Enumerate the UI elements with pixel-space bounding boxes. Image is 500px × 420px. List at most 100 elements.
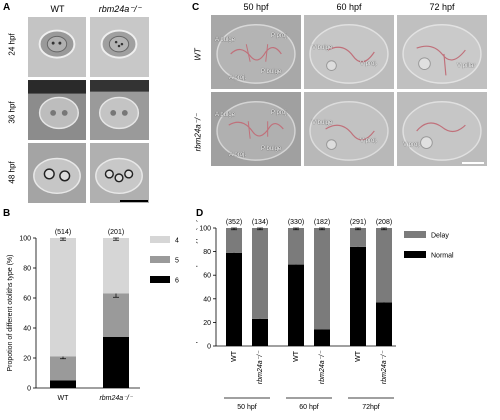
- panel-c-row-wt: WT: [193, 48, 203, 61]
- bar-delay-0: [226, 228, 242, 253]
- y-tick-label-0: 0: [207, 344, 211, 351]
- x-tick-label-0: WT: [58, 395, 70, 402]
- chart-b: 0 20 40 60 80 100 Propotion of different otoli…: [7, 229, 179, 402]
- panel-a-col-wt: WT: [50, 4, 65, 14]
- panel-c-letter: C: [192, 2, 200, 13]
- legend-swatch-0: [404, 231, 426, 238]
- annot-c-mut60-v-proj: V proj.: [360, 138, 378, 144]
- legend-swatch-0: [150, 236, 170, 243]
- annot-c-mut50-p-bulge: P bulge: [261, 146, 282, 152]
- micrograph-c-mut-60: V bulge V proj.: [303, 91, 395, 167]
- y-tick-label-2: 40: [203, 296, 211, 303]
- bar-normal-3: [314, 329, 330, 346]
- micrograph-a-wt-24: [27, 16, 87, 78]
- annot-c-mut60-v-bulge: V bulge: [312, 120, 333, 126]
- panel-d-letter: D: [196, 208, 204, 219]
- legend-label-0: Delay: [431, 233, 449, 240]
- bar-normal-1: [252, 318, 268, 346]
- bar-normal-2: [288, 264, 304, 346]
- y-tick-label-3: 60: [23, 296, 31, 303]
- micrograph-a-wt-36: [27, 79, 87, 141]
- bar-delay-3: [314, 228, 330, 330]
- group-label-0: 50 hpf: [237, 404, 257, 411]
- bar-4-1: [103, 238, 129, 294]
- y-axis-label: Propotion of different otoliths type (%): [7, 255, 14, 372]
- count-label-0: (514): [55, 229, 71, 236]
- bar-delay-4: [350, 228, 366, 247]
- count-label-0: (352): [226, 219, 242, 226]
- legend-swatch-1: [404, 251, 426, 258]
- y-tick-label-1: 20: [203, 320, 211, 327]
- bar-5-1: [103, 293, 129, 337]
- panel-c-col-72: 72 hpf: [429, 2, 455, 12]
- y-tick-label-2: 40: [23, 326, 31, 333]
- bar-6-0: [50, 380, 76, 388]
- panel-c-col-60: 60 hpf: [336, 2, 362, 12]
- annot-c-mut50-a-bulge: A bulge: [215, 112, 236, 118]
- micrograph-a-wt-48: [27, 142, 87, 204]
- x-tick-label-0: WT: [231, 350, 238, 362]
- group-label-1: 60 hpf: [299, 404, 319, 411]
- panel-c-col-50: 50 hpf: [243, 2, 269, 12]
- y-tick-label-5: 100: [199, 226, 211, 233]
- legend-label-2: 6: [175, 278, 179, 285]
- x-tick-label-5: rbm24a⁻/⁻: [381, 350, 388, 384]
- bar-6-1: [103, 337, 129, 388]
- x-tick-label-2: WT: [293, 350, 300, 362]
- legend-label-1: Normal: [431, 253, 454, 260]
- x-tick-label-4: WT: [355, 350, 362, 362]
- count-label-2: (330): [288, 219, 304, 226]
- panel-a-row-24hpf: 24 hpf: [7, 33, 17, 56]
- x-tick-label-1: rbm24a⁻/⁻: [257, 350, 264, 384]
- y-tick-label-3: 60: [203, 273, 211, 280]
- bar-normal-5: [376, 302, 392, 346]
- group-label-2: 72hpf: [362, 404, 380, 411]
- annot-c-wt50-p-bulge: P bulge: [261, 69, 282, 75]
- count-label-1: (134): [252, 219, 268, 226]
- y-tick-label-4: 80: [23, 266, 31, 273]
- annot-c-mut50-a-proj: A proj.: [229, 152, 247, 158]
- annot-c-wt72-v-pillar: V pillar: [457, 63, 476, 69]
- y-tick-label-5: 100: [19, 236, 31, 243]
- legend-label-1: 5: [175, 258, 179, 265]
- micrograph-a-mut-48: [89, 142, 150, 204]
- x-tick-label-1: rbm24a⁻/⁻: [99, 395, 133, 402]
- bar-4-0: [50, 238, 76, 357]
- annot-c-mut50-p-proj: P proj.: [271, 110, 289, 116]
- bar-delay-5: [376, 228, 392, 303]
- legend-swatch-2: [150, 276, 170, 283]
- micrograph-c-wt-50: A bulge P proj. A proj. P bulge: [210, 14, 302, 90]
- bar-normal-0: [226, 252, 242, 346]
- panel-b-letter: B: [3, 208, 11, 219]
- panel-a-letter: A: [3, 2, 11, 13]
- count-label-1: (201): [108, 229, 124, 236]
- x-tick-label-3: rbm24a⁻/⁻: [319, 350, 326, 384]
- micrograph-c-wt-60: V bulge V proj.: [303, 14, 395, 90]
- count-label-3: (182): [314, 219, 330, 226]
- y-tick-label-4: 80: [203, 249, 211, 256]
- count-label-4: (291): [350, 219, 366, 226]
- panel-a-row-36hpf: 36 hpf: [7, 101, 17, 124]
- micrograph-c-wt-72: V pillar: [396, 14, 488, 90]
- count-label-5: (208): [376, 219, 392, 226]
- legend-swatch-1: [150, 256, 170, 263]
- y-axis-label: Propotion of different development type …: [196, 220, 198, 355]
- annot-c-wt60-v-bulge: V bulge: [312, 45, 333, 51]
- y-tick-label-0: 0: [27, 386, 31, 393]
- bar-5-0: [50, 356, 76, 381]
- panel-a-col-mutant: rbm24a⁻/⁻: [98, 4, 142, 14]
- scale-bar-a: [120, 200, 148, 202]
- panel-c-row-mutant: rbm24a⁻/⁻: [193, 113, 203, 152]
- scale-bar-c: [462, 162, 484, 164]
- annot-c-wt50-p-proj: P proj.: [271, 33, 289, 39]
- annot-c-mut72-v-proj: V proj.: [403, 142, 421, 148]
- panel-a-row-48hpf: 48 hpf: [7, 161, 17, 184]
- micrograph-a-mut-24: [89, 16, 150, 78]
- micrograph-c-mut-72: V proj.: [396, 91, 488, 167]
- micrograph-c-mut-50: A bulge P proj. A proj. P bulge: [210, 91, 302, 167]
- bar-delay-1: [252, 228, 268, 319]
- micrograph-a-mut-36: [89, 79, 150, 141]
- bar-delay-2: [288, 228, 304, 265]
- legend-label-0: 4: [175, 238, 179, 245]
